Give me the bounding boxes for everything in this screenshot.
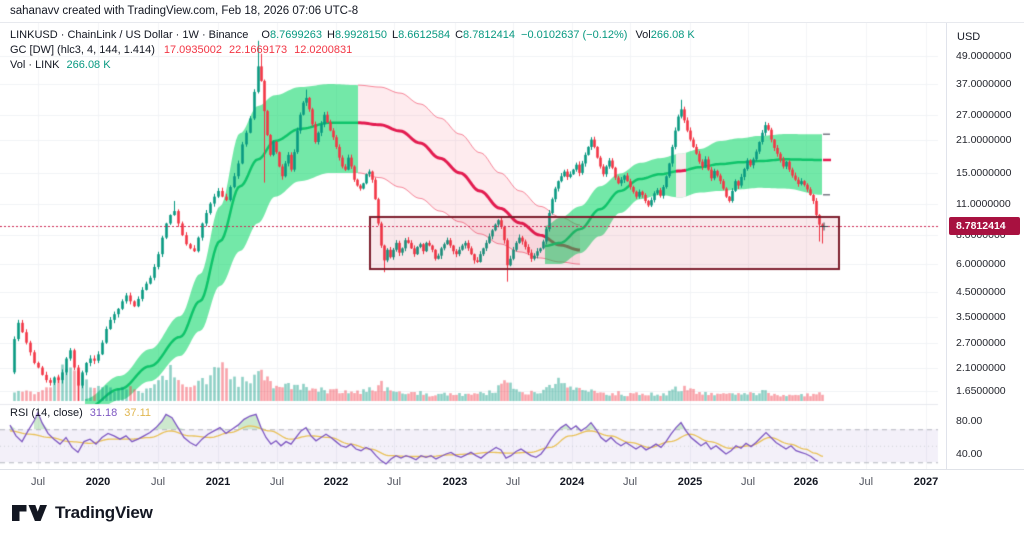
tradingview-logo-text: TradingView (55, 503, 153, 522)
volume-indicator-row[interactable]: Vol · LINK 266.08 K (10, 58, 695, 73)
price-tick-label: 49.0000000 (956, 49, 1012, 62)
vol-value: 266.08 K (650, 29, 695, 41)
time-tick-label: 2026 (793, 476, 819, 488)
time-tick-label: Jul (505, 476, 521, 488)
rsi-tick-label: 80.00 (956, 415, 983, 427)
price-chart-canvas[interactable] (0, 23, 946, 469)
price-tick-label: 6.0000000 (956, 257, 1006, 270)
change-value: −0.0102637 (−0.12%) (521, 29, 628, 41)
time-tick-label: 2022 (323, 476, 349, 488)
time-tick-label: Jul (386, 476, 402, 488)
last-price-badge: 8.7812414 (949, 216, 1020, 235)
price-tick-label: 15.0000000 (956, 166, 1012, 179)
price-tick-label: 2.7000000 (956, 336, 1006, 349)
attribution-text: sahanavv created with TradingView.com, F… (10, 5, 359, 17)
time-tick-label: Jul (622, 476, 638, 488)
open-value: 8.7699263 (269, 29, 322, 41)
gc-value-center: 17.0935002 (163, 44, 223, 56)
price-tick-label: 11.0000000 (956, 197, 1011, 210)
time-tick-label: Jul (150, 476, 166, 488)
close-value: 8.7812414 (463, 29, 516, 41)
low-label: L (391, 29, 399, 41)
time-tick-label: 2024 (559, 476, 585, 488)
volume-row-label: Vol · LINK (10, 59, 60, 71)
time-tick-label: Jul (740, 476, 756, 488)
gc-value-lower: 12.0200831 (294, 44, 353, 56)
time-axis[interactable]: Jul 2020 Jul 2021 Jul 2022 Jul 2023 Jul 2024 Jul 20… (0, 469, 1024, 496)
time-tick-label: 2027 (913, 476, 939, 488)
rsi-tick-label: 40.00 (956, 448, 983, 460)
price-tick-label: 37.0000000 (956, 77, 1012, 90)
rsi-ma-value: 37.11 (124, 407, 151, 419)
symbol-title: LINKUSD · ChainLink / US Dollar · 1W · B… (10, 29, 249, 41)
rsi-legend-row[interactable]: RSI (14, close) 31.18 37.11 (10, 407, 151, 419)
high-value: 8.9928150 (334, 29, 387, 41)
time-tick-label: 2023 (442, 476, 468, 488)
rsi-label: RSI (14, close) (10, 407, 83, 419)
gc-indicator-row[interactable]: GC [DW] (hlc3, 4, 144, 1.414) 17.0935002 2… (10, 43, 695, 58)
time-tick-label: 2021 (205, 476, 231, 488)
time-tick-label: 2025 (677, 476, 703, 488)
chart-area: LINKUSD · ChainLink / US Dollar · 1W · B… (0, 22, 1024, 496)
volume-row-value: 266.08 K (66, 59, 111, 71)
open-label: O (261, 29, 270, 41)
time-tick-label: 2020 (85, 476, 111, 488)
currency-label: USD (957, 31, 981, 43)
time-tick-label: Jul (30, 476, 46, 488)
time-tick-label: Jul (269, 476, 285, 488)
gc-value-upper: 22.1669173 (229, 44, 288, 56)
gc-label: GC [DW] (hlc3, 4, 144, 1.414) (10, 44, 155, 56)
time-tick-label: Jul (858, 476, 874, 488)
footer: TradingView (0, 493, 1024, 536)
tradingview-logo-icon (12, 505, 47, 521)
high-label: H (326, 29, 335, 41)
vol-label: Vol (635, 29, 651, 41)
low-value: 8.6612584 (398, 29, 451, 41)
price-tick-label: 21.0000000 (956, 133, 1012, 146)
price-axis[interactable]: USD 8.7812414 49.0000000 37.0000000 27.000… (946, 23, 1024, 469)
symbol-legend-row[interactable]: LINKUSD · ChainLink / US Dollar · 1W · B… (10, 28, 695, 43)
price-tick-label: 4.5000000 (956, 286, 1006, 299)
price-tick-label: 3.5000000 (956, 310, 1006, 323)
tradingview-logo[interactable]: TradingView (12, 503, 153, 523)
rsi-value: 31.18 (89, 407, 118, 419)
chart-legend: LINKUSD · ChainLink / US Dollar · 1W · B… (10, 28, 695, 73)
price-tick-label: 27.0000000 (956, 108, 1012, 121)
price-tick-label: 2.1000000 (956, 361, 1006, 374)
price-tick-label: 1.6500000 (956, 385, 1006, 398)
close-label: C (455, 29, 464, 41)
